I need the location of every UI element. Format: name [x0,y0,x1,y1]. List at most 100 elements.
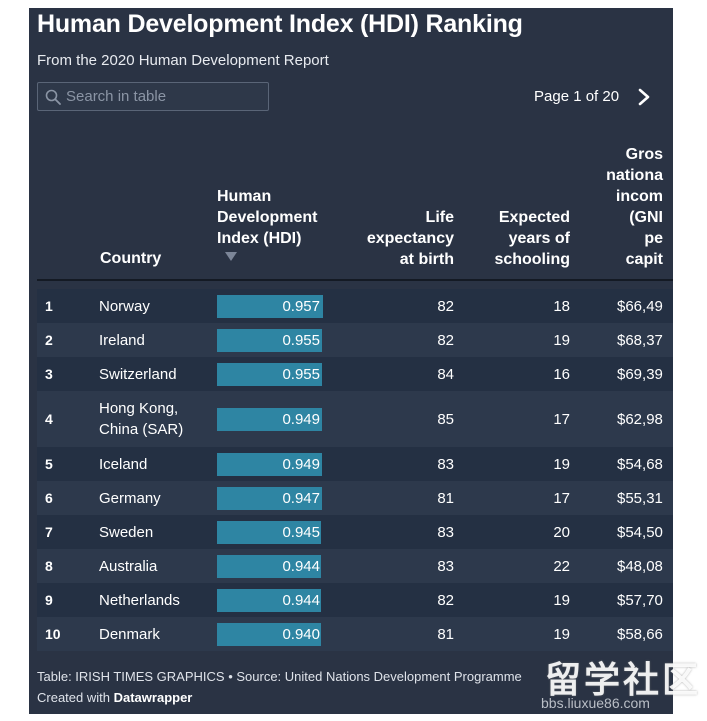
table-row: 5 Iceland 0.949 83 19 $54,68 [37,447,673,481]
hdi-value: 0.944 [282,557,320,575]
expected-schooling-cell: 22 [553,557,570,575]
hdi-cell: 0.944 [217,583,323,617]
gni-cell: $48,08 [617,557,663,575]
table-row: 7 Sweden 0.945 83 20 $54,50 [37,515,673,549]
table-subtitle: From the 2020 Human Development Report [37,52,329,69]
gni-cell: $69,39 [617,365,663,383]
rank-cell: 6 [45,490,53,506]
gni-cell: $68,37 [617,331,663,349]
column-header-country[interactable]: Country [100,250,162,267]
table-row: 2 Ireland 0.955 82 19 $68,37 [37,323,673,357]
gni-cell: $55,31 [617,489,663,507]
hdi-value: 0.947 [282,489,320,507]
hdi-value: 0.945 [282,523,320,541]
life-expectancy-cell: 85 [437,410,454,428]
country-name-line: Australia [99,557,158,575]
column-header-life-expectancy[interactable]: Life expectancy at birth [347,207,454,270]
hdi-value: 0.940 [282,625,320,643]
search-input[interactable] [66,83,262,110]
rank-cell: 10 [45,626,61,642]
life-expectancy-cell: 84 [437,365,454,383]
expected-schooling-cell: 19 [553,455,570,473]
hdi-cell: 0.955 [217,323,323,357]
header-divider [37,279,673,281]
hdi-cell: 0.955 [217,357,323,391]
column-header-expected-schooling[interactable]: Expected years of schooling [474,207,570,270]
datawrapper-link[interactable]: Datawrapper [113,690,193,705]
hdi-bar [217,294,323,318]
hdi-bar [217,520,321,544]
site-watermark: 留学社区 bbs.liuxue86.com [539,651,699,717]
column-header-line: (GNI [629,209,663,226]
gni-cell: $54,50 [617,523,663,541]
country-name-line: Sweden [99,523,154,541]
life-expectancy-cell: 82 [437,297,454,315]
table-source-note: Table: IRISH TIMES GRAPHICS • Source: Un… [37,669,522,684]
column-header-line: incom [615,188,663,205]
rank-cell: 8 [45,558,53,574]
hdi-bar [217,407,322,431]
gni-cell: $54,68 [617,455,663,473]
hdi-cell: 0.947 [217,481,323,515]
watermark-logo-text: 留学社区 [545,659,702,700]
datawrapper-table-panel: Human Development Index (HDI) Ranking Fr… [29,8,673,714]
hdi-bar [217,452,322,476]
column-header-gni-per-capita[interactable]: Gros nationa incom (GNI pe capit [589,144,663,270]
gni-cell: $66,49 [617,297,663,315]
hdi-cell: 0.957 [217,289,323,323]
country-name-line: Netherlands [99,591,180,609]
sort-descending-icon [225,252,237,261]
hdi-cell: 0.945 [217,515,323,549]
hdi-bar [217,622,321,646]
life-expectancy-cell: 82 [437,591,454,609]
expected-schooling-cell: 16 [553,365,570,383]
column-header-line: Gros [625,146,663,163]
column-header-line: Development [217,209,318,226]
gni-cell: $57,70 [617,591,663,609]
hdi-cell: 0.949 [217,447,323,481]
column-header-line: years of [508,230,570,247]
rank-cell: 4 [45,411,53,427]
search-box[interactable] [37,82,269,111]
rank-cell: 1 [45,298,53,314]
hdi-bar [217,588,321,612]
table-row: 4 Hong Kong, China (SAR) 0.949 85 17 $62,98 [37,391,673,447]
hdi-cell: 0.949 [217,391,323,447]
country-cell: Netherlands [99,583,180,617]
table-row: 10 Denmark 0.940 81 19 $58,66 [37,617,673,651]
pagination-label: Page 1 of 20 [534,88,620,105]
life-expectancy-cell: 82 [437,331,454,349]
country-cell: Sweden [99,515,153,549]
table-row: 9 Netherlands 0.944 82 19 $57,70 [37,583,673,617]
column-header-line: Human [217,188,272,205]
hdi-bar [217,362,322,386]
column-header-line: Expected [498,209,570,226]
rank-cell: 2 [45,332,53,348]
rank-cell: 7 [45,524,53,540]
country-cell: Denmark [99,617,160,651]
table-row: 6 Germany 0.947 81 17 $55,31 [37,481,673,515]
life-expectancy-cell: 81 [437,625,454,643]
country-cell: Norway [99,289,150,323]
expected-schooling-cell: 19 [553,625,570,643]
hdi-bar [217,328,322,352]
column-header-hdi[interactable]: Human Development Index (HDI) [217,186,337,249]
column-header-line: pe [644,230,663,247]
country-name-line: China (SAR) [99,421,184,438]
rank-cell: 3 [45,366,53,382]
next-page-chevron-icon[interactable] [635,86,653,108]
expected-schooling-cell: 17 [553,410,570,428]
gni-cell: $62,98 [617,410,663,428]
column-header-line: expectancy [366,230,454,247]
hdi-value: 0.949 [282,410,320,428]
hdi-value: 0.955 [282,365,320,383]
created-with-label: Created with [37,690,110,705]
country-cell: Iceland [99,447,147,481]
country-name-line: Germany [99,489,161,507]
life-expectancy-cell: 83 [437,455,454,473]
hdi-value: 0.955 [282,331,320,349]
search-icon [45,89,61,105]
hdi-bar [217,554,321,578]
watermark-url: bbs.liuxue86.com [541,695,650,711]
column-header-line: nationa [606,167,663,184]
